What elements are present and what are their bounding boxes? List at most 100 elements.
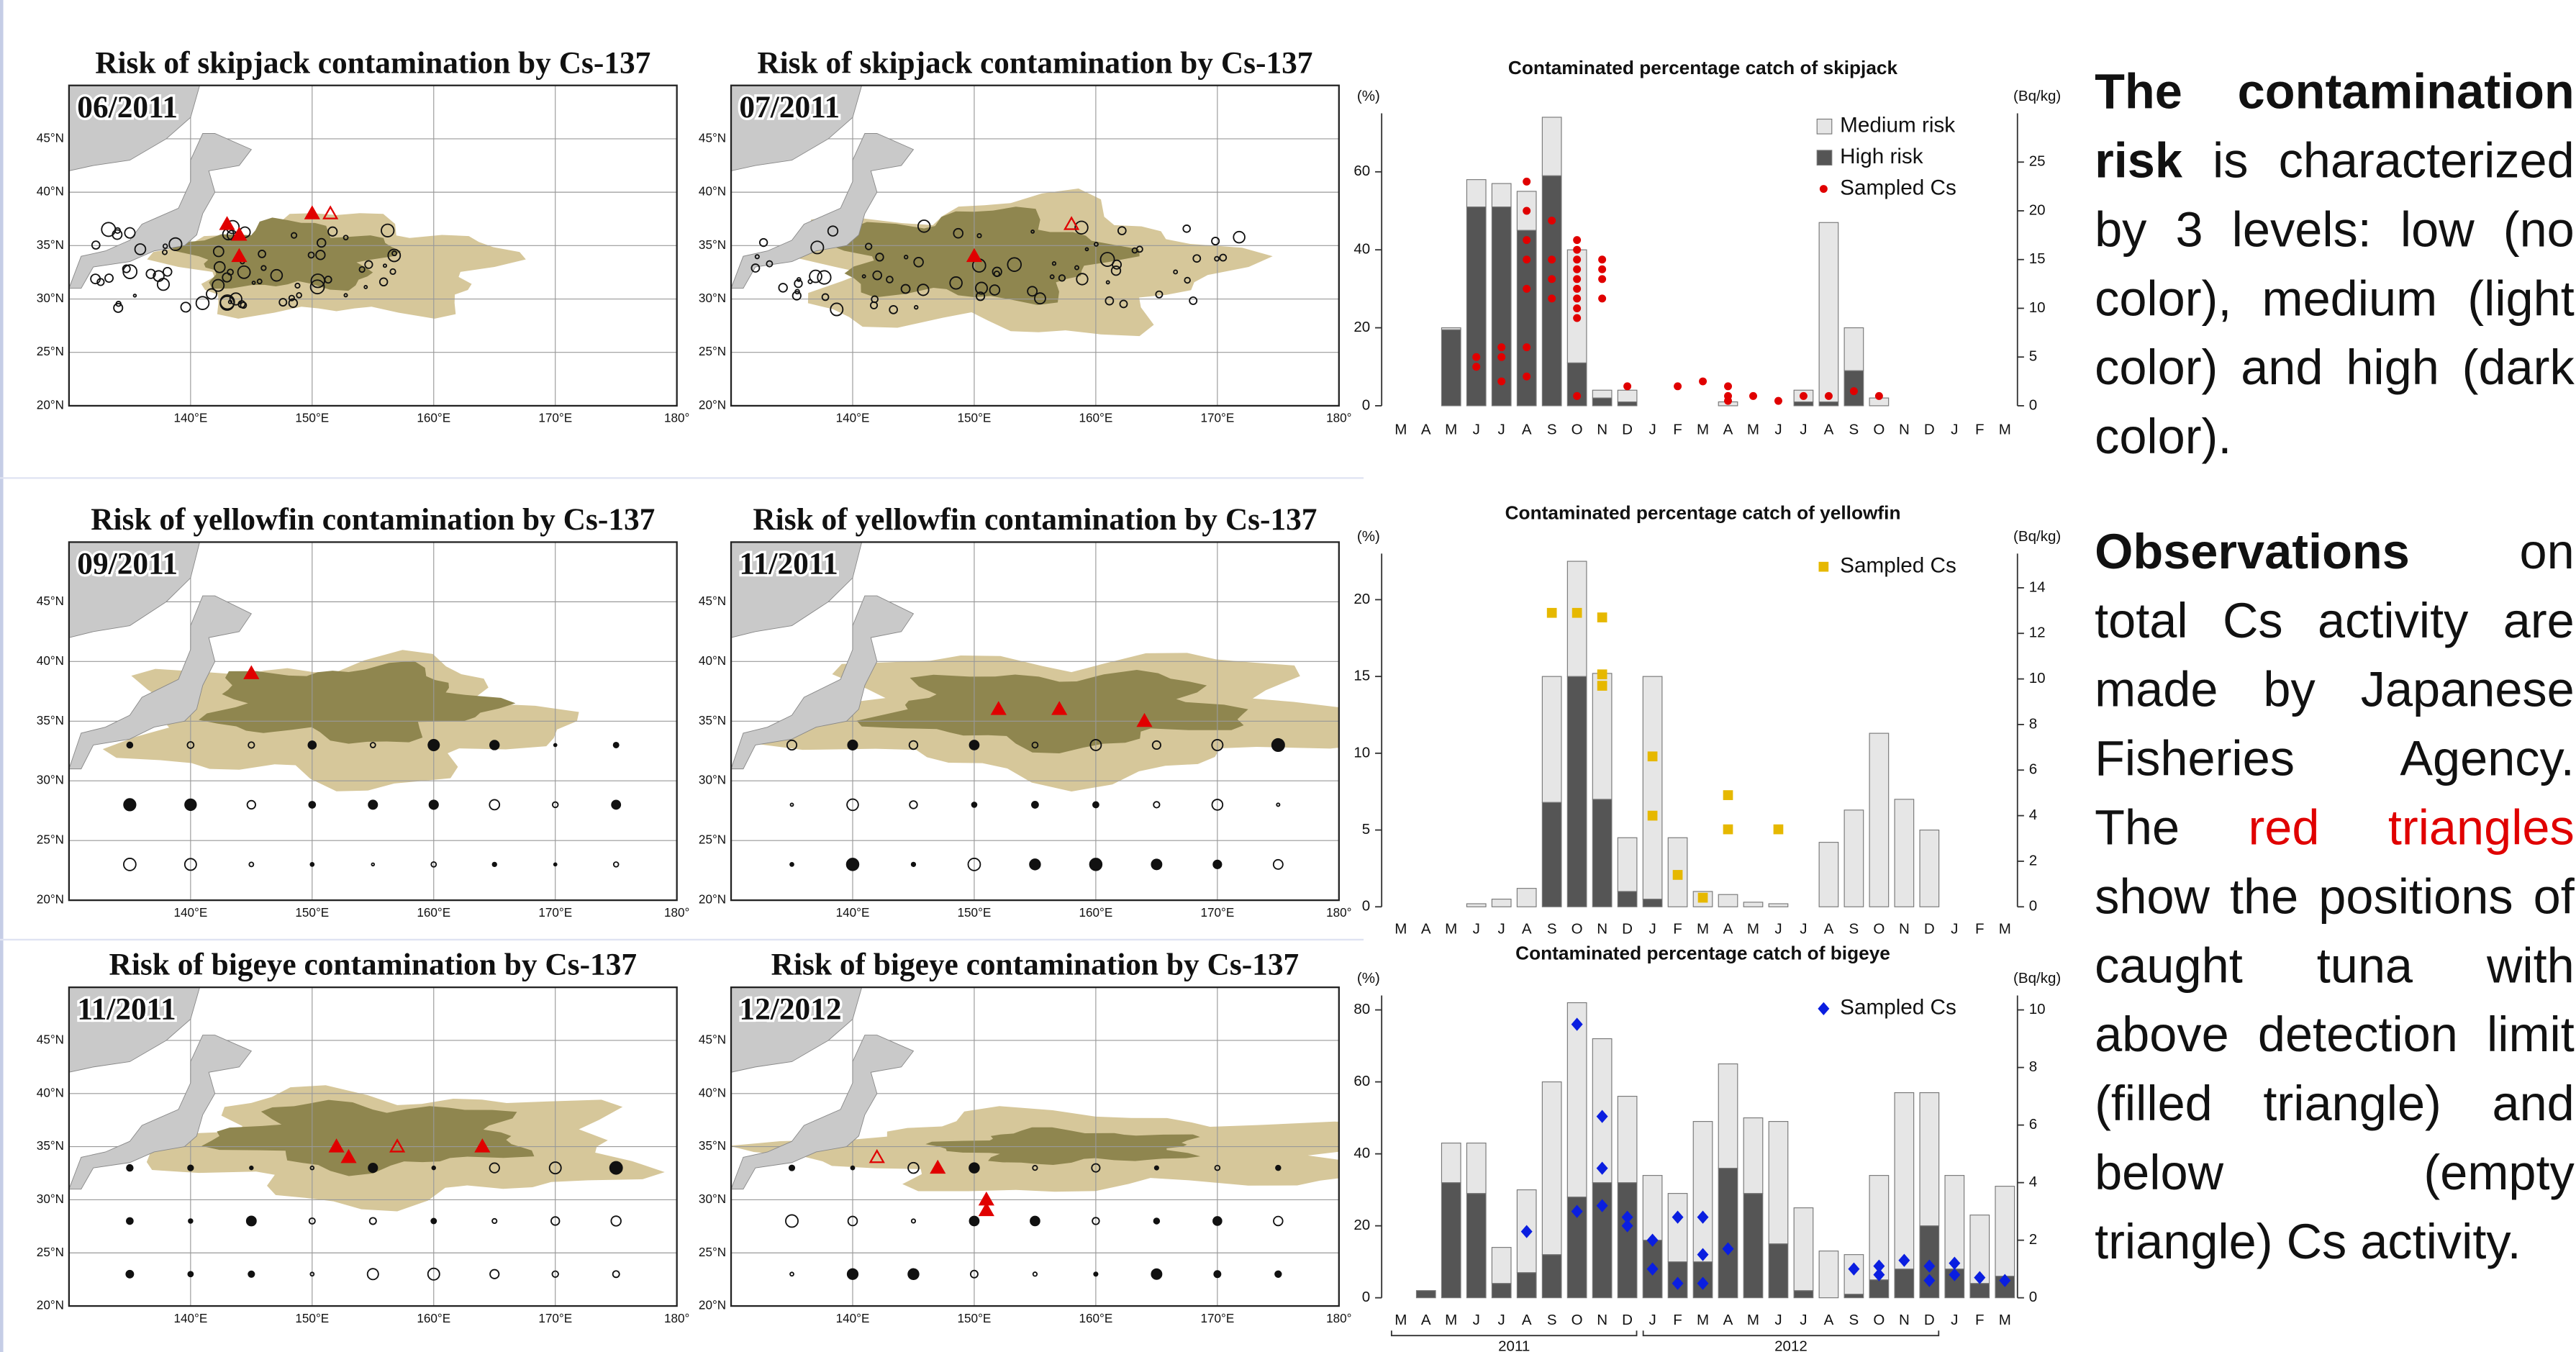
y-axis-label: (%) (1357, 970, 1380, 986)
map-title: Risk of skipjack contamination by Cs-137 (95, 45, 650, 80)
map-title: Risk of bigeye contamination by Cs-137 (109, 948, 638, 982)
bar (1819, 843, 1838, 907)
sample-marker (1573, 266, 1581, 273)
bar (1718, 894, 1738, 907)
x-tick-label: A (1522, 921, 1532, 938)
y2-tick-label: 6 (2029, 1116, 2037, 1133)
x-tick-label: N (1597, 1312, 1607, 1328)
lon-label: 180° (1326, 412, 1351, 425)
lon-label: 170°E (538, 906, 572, 920)
x-tick-label: M (1697, 1312, 1709, 1328)
sample-marker (1623, 382, 1631, 390)
bar (1844, 1294, 1864, 1298)
lat-label: 40°N (37, 185, 64, 199)
bar (1592, 799, 1612, 907)
observation (612, 800, 620, 809)
x-tick-label: D (1622, 422, 1633, 438)
lat-label: 35°N (37, 238, 64, 252)
x-tick-label: F (1975, 921, 1985, 938)
legend-label: High risk (1840, 145, 1923, 168)
sample-marker (1723, 825, 1733, 835)
year-label: 2012 (1774, 1338, 1808, 1352)
x-tick-label: J (1648, 1312, 1656, 1328)
lat-label: 20°N (699, 398, 726, 412)
bar (1492, 899, 1511, 907)
sample-marker (1472, 363, 1480, 371)
y-tick-label: 40 (1353, 1145, 1370, 1161)
x-tick-label: N (1597, 921, 1607, 938)
x-tick-label: A (1421, 1312, 1431, 1328)
bar (1441, 328, 1461, 330)
lat-label: 45°N (37, 131, 64, 145)
bar (1542, 1255, 1561, 1298)
legend-swatch (1819, 562, 1829, 572)
x-tick-label: J (1800, 921, 1807, 938)
observation (247, 1216, 256, 1225)
lat-label: 35°N (699, 714, 726, 727)
x-tick-label: J (1800, 1312, 1807, 1328)
x-tick-label: J (1774, 1312, 1782, 1328)
sample-marker (1573, 314, 1581, 322)
lat-label: 45°N (37, 594, 64, 608)
y2-tick-label: 0 (2029, 1289, 2037, 1305)
sample-marker (1724, 397, 1732, 405)
lat-label: 45°N (699, 1033, 726, 1046)
x-tick-label: S (1547, 921, 1557, 938)
bar (1441, 330, 1461, 406)
bar (1542, 1082, 1561, 1255)
bar (1869, 1280, 1889, 1298)
observation (308, 741, 316, 749)
y2-axis-label: (Bq/kg) (2013, 970, 2061, 986)
observation (614, 743, 619, 748)
lat-label: 30°N (699, 773, 726, 787)
x-tick-label: O (1873, 921, 1885, 938)
observation (188, 1165, 193, 1170)
y-tick-label: 5 (1362, 821, 1370, 838)
lon-label: 170°E (538, 412, 572, 425)
sample-marker (1800, 392, 1808, 400)
sample-marker (1598, 275, 1606, 283)
sample-marker (1724, 382, 1732, 390)
lon-label: 160°E (417, 906, 450, 920)
sample-marker (1548, 255, 1556, 263)
sample-marker (1573, 285, 1581, 293)
sample-marker (1573, 304, 1581, 312)
x-tick-label: D (1622, 1312, 1633, 1328)
observation (188, 1271, 193, 1276)
x-tick-label: D (1924, 422, 1935, 438)
x-tick-label: A (1421, 422, 1431, 438)
bar (1542, 117, 1561, 176)
lat-label: 45°N (699, 131, 726, 145)
bar (1592, 398, 1612, 406)
sample-marker (1548, 275, 1556, 283)
x-tick-label: J (1498, 1312, 1505, 1328)
bar (1492, 1248, 1511, 1284)
bar (1416, 1291, 1436, 1298)
map-date: 12/2012 (739, 992, 841, 1026)
map-date: 11/2011 (739, 547, 838, 581)
bar (1567, 1003, 1587, 1197)
x-tick-label: M (1999, 1312, 2011, 1328)
sample-marker (1523, 207, 1530, 215)
y-tick-label: 0 (1362, 396, 1370, 413)
y2-tick-label: 10 (2029, 670, 2046, 686)
x-tick-label: M (1445, 1312, 1457, 1328)
lat-label: 25°N (699, 345, 726, 358)
sample-marker (1573, 294, 1581, 302)
legend-label: Sampled Cs (1840, 176, 1956, 199)
observation (1090, 858, 1102, 871)
x-tick-label: S (1547, 422, 1557, 438)
observation (1032, 802, 1038, 808)
lon-label: 180° (664, 1312, 689, 1325)
lat-label: 30°N (699, 1192, 726, 1206)
bar (1567, 561, 1587, 676)
bar (1693, 1122, 1713, 1262)
lat-label: 45°N (699, 594, 726, 608)
bar (1794, 1208, 1813, 1291)
description: The contamination risk is characterized … (2095, 59, 2575, 1324)
lat-label: 25°N (37, 1246, 64, 1259)
lat-label: 30°N (37, 773, 64, 787)
x-tick-label: M (1394, 422, 1407, 438)
y2-tick-label: 25 (2029, 153, 2046, 170)
observation (789, 1165, 794, 1170)
